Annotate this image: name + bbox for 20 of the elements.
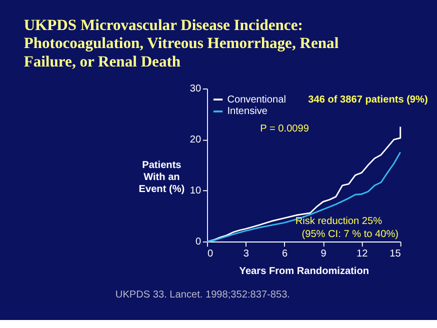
x-tick-label: 15 xyxy=(390,248,402,260)
x-axis-title: Years From Randomization xyxy=(239,266,370,278)
legend-label: Intensive xyxy=(227,106,268,118)
y-tick-label: 10 xyxy=(190,186,202,197)
annotation: 346 of 3867 patients (9%) xyxy=(308,94,428,106)
x-tick-label: 3 xyxy=(243,248,250,260)
y-axis-title: Patients With an Event (%) xyxy=(138,160,185,196)
x-tick-label: 6 xyxy=(282,248,288,260)
y-tick-label: 0 xyxy=(195,236,202,248)
x-tick-label: 9 xyxy=(320,248,327,260)
y-tick-label: 30 xyxy=(190,84,202,95)
x-tick-label: 12 xyxy=(356,248,368,260)
annotation: P = 0.0099 xyxy=(260,124,310,135)
y-tick-label: 20 xyxy=(190,134,202,146)
annotation: Risk reduction 25% xyxy=(295,216,382,228)
x-tick-label: 0 xyxy=(208,248,214,260)
annotation: (95% CI: 7 % to 40%) xyxy=(302,228,399,240)
chart-title: UKPDS Microvascular Disease Incidence: Photocoagulation, Vitreous Hemorrhage, Renal Failure, or Renal Death xyxy=(24,16,340,71)
legend-label: Conventional xyxy=(227,94,286,106)
text: UKPDS 33. Lancet. 1998;352:837-853. xyxy=(115,289,290,300)
